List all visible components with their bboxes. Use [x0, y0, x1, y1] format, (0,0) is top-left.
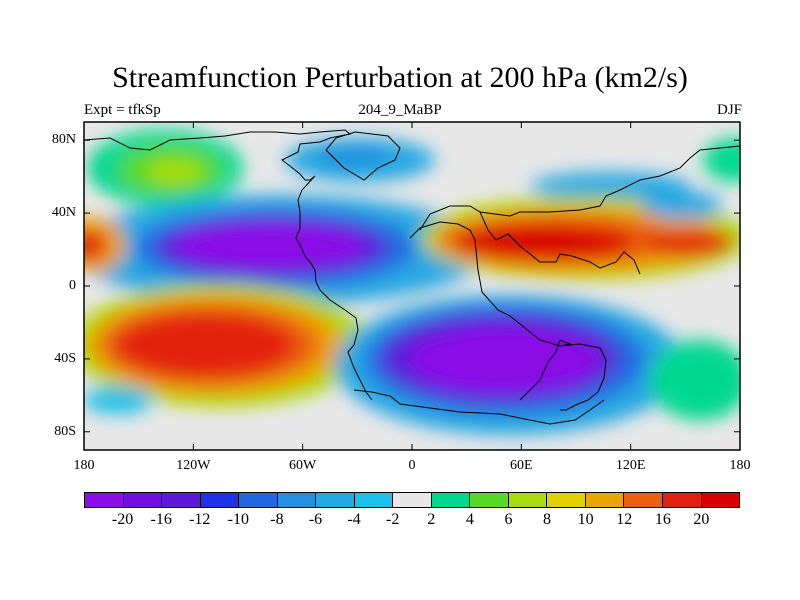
- lat-tick-label: 40S: [54, 350, 76, 366]
- colorbar-label: -4: [347, 511, 361, 528]
- colorbar-swatch: [624, 493, 663, 507]
- field-anomaly: [455, 224, 635, 260]
- field-anomaly: [650, 340, 740, 420]
- colorbar-label: 12: [616, 511, 633, 528]
- case-label: 204_9_MaBP: [358, 102, 442, 118]
- coastline-europe-asia: [419, 145, 740, 231]
- colorbar-swatch: [508, 493, 548, 507]
- colorbar-label: 2: [427, 511, 436, 528]
- colorbar-label: -12: [189, 511, 211, 528]
- colorbar-swatch: [585, 493, 625, 507]
- field-anomaly: [410, 328, 600, 392]
- coastline-australia: [559, 343, 607, 411]
- colorbar-swatch: [277, 493, 317, 507]
- field-contours: [84, 130, 740, 435]
- colorbar-label: -20: [111, 511, 134, 528]
- coastlines: [84, 129, 740, 425]
- colorbar-label: -2: [386, 511, 400, 528]
- field-anomaly: [645, 229, 735, 257]
- axis-ticks: [83, 122, 741, 450]
- lat-tick-label: 0: [69, 278, 76, 293]
- lon-tick-label: 120W: [176, 458, 211, 473]
- field-anomaly: [147, 159, 203, 185]
- field-anomaly: [703, 138, 740, 182]
- colorbar-label: -16: [150, 511, 172, 528]
- colorbar-label: -8: [270, 511, 284, 528]
- colorbar: [84, 492, 740, 508]
- lat-tick-label: 80S: [54, 423, 76, 439]
- field-anomaly: [314, 146, 390, 166]
- lon-tick-label: 60W: [289, 458, 317, 473]
- colorbar-swatch: [701, 493, 740, 507]
- lon-tick-label: 120E: [615, 458, 646, 473]
- coastline-greenland: [325, 131, 401, 181]
- colorbar-label: 6: [504, 511, 513, 528]
- field-anomaly: [84, 386, 153, 414]
- colorbar-swatch: [393, 493, 432, 507]
- colorbar-swatch: [200, 493, 240, 507]
- colorbar-label: 4: [465, 511, 474, 528]
- coastline-asia-south: [479, 211, 641, 275]
- colorbar-swatch: [316, 493, 355, 507]
- lon-tick-label: 60E: [510, 458, 533, 473]
- colorbar-label: -6: [308, 511, 323, 528]
- lat-tick-label: 40N: [51, 205, 76, 221]
- colorbar-swatch: [354, 493, 394, 507]
- field-anomaly: [642, 191, 722, 219]
- lat-tick-label: 80N: [51, 132, 76, 148]
- coastline-north-america: [84, 129, 352, 283]
- lon-tick-label: 180: [729, 458, 751, 473]
- colorbar-swatch: [162, 493, 201, 507]
- coastline-antarctic-tip: [353, 389, 605, 425]
- colorbar-swatch: [85, 493, 124, 507]
- coastline-africa: [409, 221, 572, 401]
- coastline-south-america: [315, 281, 373, 401]
- colorbar-swatch: [547, 493, 586, 507]
- field-anomaly: [175, 224, 365, 268]
- colorbar-label: 10: [577, 511, 594, 528]
- colorbar-label: 16: [654, 511, 671, 528]
- colorbar-label: -10: [227, 511, 249, 528]
- field-anomaly: [115, 313, 295, 377]
- colorbar-swatch: [662, 493, 702, 507]
- field-anomaly: [84, 229, 108, 261]
- lon-tick-label: 180: [73, 458, 95, 473]
- field-anomaly: [530, 172, 690, 200]
- colorbar-label: 8: [543, 511, 552, 528]
- colorbar-swatch: [123, 493, 163, 507]
- lon-tick-label: 0: [408, 458, 416, 473]
- colorbar-swatch: [470, 493, 509, 507]
- season-label: DJF: [716, 102, 742, 118]
- colorbar-swatch: [431, 493, 471, 507]
- plot-title: Streamfunction Perturbation at 200 hPa (…: [112, 61, 688, 94]
- experiment-label: Expt = tfkSp: [84, 102, 161, 118]
- colorbar-label: 20: [693, 511, 710, 528]
- colorbar-swatch: [239, 493, 278, 507]
